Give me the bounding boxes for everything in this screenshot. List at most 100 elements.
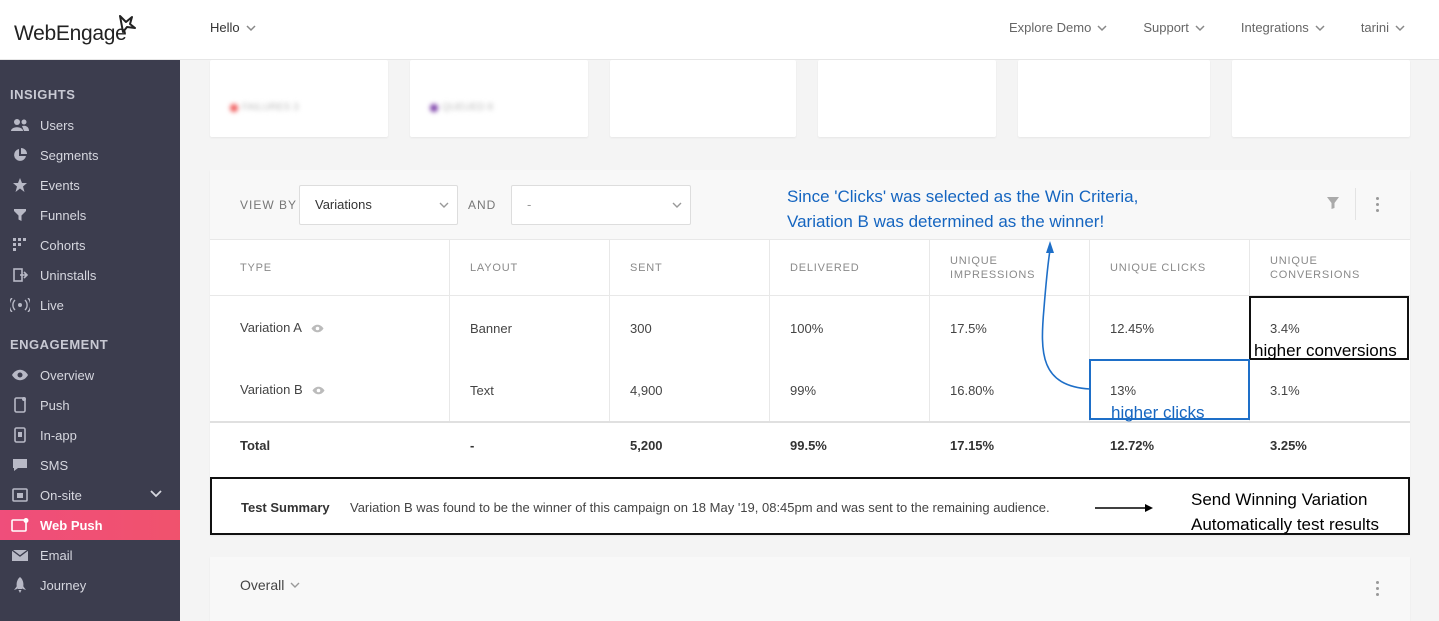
- broadcast-icon: [10, 297, 30, 313]
- project-selector[interactable]: Hello: [210, 20, 256, 35]
- higher-clicks-label: higher clicks: [1111, 403, 1205, 422]
- secondary-value: -: [527, 197, 532, 212]
- table-cell: 4,900: [630, 383, 663, 398]
- table-cell: 13%: [1110, 383, 1137, 398]
- view-by-select[interactable]: Variations: [299, 185, 458, 225]
- summary-title: Test Summary: [241, 500, 330, 515]
- sidebar-item-in-app[interactable]: In-app: [0, 420, 180, 450]
- stat-card: [610, 60, 796, 137]
- col-header-layout[interactable]: LAYOUT: [470, 262, 518, 274]
- chevron-down-icon: [246, 24, 256, 31]
- sidebar-item-label: Overview: [40, 367, 95, 383]
- sidebar-item-sms[interactable]: SMS: [0, 450, 180, 480]
- secondary-select[interactable]: -: [511, 185, 691, 225]
- sidebar-item-users[interactable]: Users: [0, 110, 180, 140]
- mobile-icon: [10, 427, 30, 443]
- queued-stat: QUEUED 8: [430, 102, 493, 113]
- col-header-impressions[interactable]: UNIQUE IMPRESSIONS: [950, 254, 1035, 282]
- higher-conversions-label: higher conversions: [1254, 341, 1397, 360]
- more-options-icon[interactable]: [1376, 197, 1379, 212]
- total-label: Total: [240, 438, 271, 453]
- stat-card: [1232, 60, 1410, 137]
- logo-bird-icon: [119, 15, 136, 33]
- sidebar-item-label: Cohorts: [40, 237, 86, 253]
- and-label: AND: [468, 198, 497, 212]
- window-icon: [10, 487, 30, 503]
- sidebar-item-web-push[interactable]: Web Push: [0, 510, 180, 540]
- chevron-down-icon: [439, 202, 449, 208]
- divider: [449, 240, 450, 421]
- sidebar-item-push[interactable]: Push: [0, 390, 180, 420]
- sidebar-item-label: Funnels: [40, 207, 87, 223]
- sidebar-item-label: Uninstalls: [40, 267, 97, 283]
- col-header-clicks[interactable]: UNIQUE CLICKS: [1110, 262, 1206, 274]
- funnel-icon: [10, 207, 30, 223]
- stat-card: QUEUED 8: [410, 60, 588, 137]
- table-cell: -: [470, 438, 475, 453]
- sidebar-item-label: Email: [40, 547, 73, 563]
- chevron-down-icon[interactable]: [150, 489, 162, 499]
- top-bar: WebEngage Hello Explore Demo Support Int…: [0, 0, 1439, 60]
- eye-icon[interactable]: [311, 324, 324, 333]
- support-label: Support: [1143, 20, 1189, 35]
- annotation-line: Since 'Clicks' was selected as the Win C…: [787, 187, 1139, 206]
- chevron-down-icon: [1195, 24, 1205, 31]
- variation-b-type: Variation B: [240, 382, 325, 397]
- user-menu[interactable]: tarini: [1361, 20, 1405, 35]
- summary-annotation: Send Winning Variation Automatically tes…: [1191, 487, 1379, 537]
- view-by-label: VIEW BY: [240, 198, 298, 212]
- section-insights: INSIGHTS: [10, 87, 76, 102]
- sidebar-item-overview[interactable]: Overview: [0, 360, 180, 390]
- test-summary: Test Summary Variation B was found to be…: [210, 477, 1410, 535]
- sidebar-item-cohorts[interactable]: Cohorts: [0, 230, 180, 260]
- chevron-down-icon: [672, 202, 682, 208]
- webengage-logo[interactable]: WebEngage: [14, 14, 144, 48]
- cell-text: Variation A: [240, 320, 302, 335]
- sidebar-item-email[interactable]: Email: [0, 540, 180, 570]
- section-engagement: ENGAGEMENT: [10, 337, 109, 352]
- table-cell: 3.25%: [1270, 438, 1307, 453]
- project-name: Hello: [210, 20, 240, 35]
- col-header-type[interactable]: TYPE: [240, 262, 272, 274]
- sidebar-item-live[interactable]: Live: [0, 290, 180, 320]
- col-header-delivered[interactable]: DELIVERED: [790, 262, 860, 274]
- results-panel: VIEW BY Variations AND - TYPE LAYOUT SEN…: [210, 170, 1410, 535]
- header-line: UNIQUE: [1270, 255, 1318, 267]
- support-menu[interactable]: Support: [1143, 20, 1205, 35]
- sidebar-item-uninstalls[interactable]: Uninstalls: [0, 260, 180, 290]
- sidebar-item-label: Users: [40, 117, 74, 133]
- table-cell: 17.5%: [950, 321, 987, 336]
- sidebar-item-events[interactable]: Events: [0, 170, 180, 200]
- sidebar-item-segments[interactable]: Segments: [0, 140, 180, 170]
- overall-dropdown[interactable]: Overall: [240, 577, 300, 593]
- col-header-conversions[interactable]: UNIQUE CONVERSIONS: [1270, 254, 1360, 282]
- annotation-arrow-icon: [1041, 241, 1091, 390]
- table-cell: 100%: [790, 321, 824, 336]
- header-line: UNIQUE: [950, 255, 998, 267]
- explore-demo-label: Explore Demo: [1008, 20, 1092, 35]
- divider: [210, 295, 1410, 296]
- sidebar-item-label: Journey: [40, 577, 87, 593]
- variation-a-type: Variation A: [240, 320, 324, 335]
- chevron-down-icon: [1315, 24, 1325, 31]
- table-cell: 17.15%: [950, 438, 995, 453]
- table-cell: 5,200: [630, 438, 663, 453]
- eye-icon[interactable]: [312, 386, 325, 395]
- explore-demo-menu[interactable]: Explore Demo: [1009, 20, 1107, 35]
- sidebar-item-funnels[interactable]: Funnels: [0, 200, 180, 230]
- sidebar-item-label: Push: [40, 397, 70, 413]
- filter-icon[interactable]: [1326, 196, 1340, 210]
- sidebar-item-journey[interactable]: Journey: [0, 570, 180, 600]
- sidebar-item-on-site[interactable]: On-site: [0, 480, 180, 510]
- more-options-icon[interactable]: [1376, 581, 1379, 596]
- table-cell: 300: [630, 321, 652, 336]
- overall-panel: Overall: [210, 557, 1410, 621]
- sidebar-item-label: Events: [40, 177, 80, 193]
- stat-card: [818, 60, 996, 137]
- divider: [210, 421, 1410, 423]
- integrations-menu[interactable]: Integrations: [1241, 20, 1325, 35]
- mobile-icon: [10, 397, 30, 413]
- col-header-sent[interactable]: SENT: [630, 262, 663, 274]
- users-icon: [10, 117, 30, 133]
- table-cell: 3.1%: [1270, 383, 1300, 398]
